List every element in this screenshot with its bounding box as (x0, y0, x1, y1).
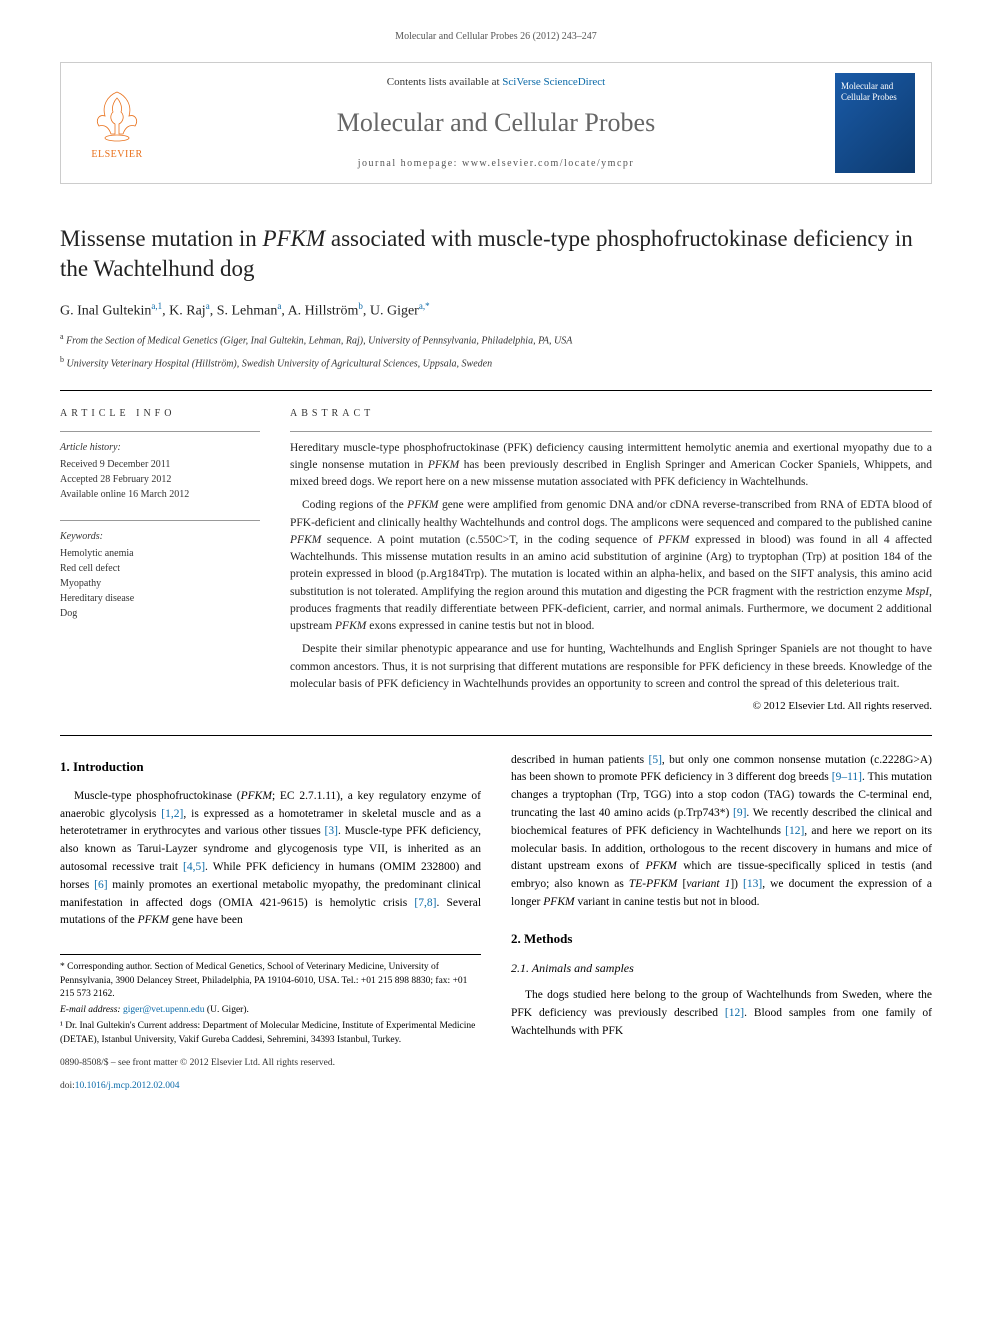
info-abstract-row: ARTICLE INFO Article history: Received 9… (60, 407, 932, 715)
abstract-copyright: © 2012 Elsevier Ltd. All rights reserved… (290, 699, 932, 714)
footer-copyright: 0890-8508/$ – see front matter © 2012 El… (60, 1057, 481, 1070)
title-pre: Missense mutation in (60, 226, 263, 251)
footer-doi: doi:10.1016/j.mcp.2012.02.004 (60, 1080, 481, 1093)
footnotes: * Corresponding author. Section of Medic… (60, 954, 481, 1047)
keyword-0: Hemolytic anemia (60, 546, 260, 561)
journal-homepage-line: journal homepage: www.elsevier.com/locat… (157, 157, 835, 171)
email-link[interactable]: giger@vet.upenn.edu (123, 1005, 205, 1015)
methods-para: The dogs studied here belong to the grou… (511, 987, 932, 1040)
doi-link[interactable]: 10.1016/j.mcp.2012.02.004 (75, 1081, 180, 1091)
footnote-1: ¹ Dr. Inal Gultekin's Current address: D… (60, 1020, 481, 1047)
masthead-center: Contents lists available at SciVerse Sci… (157, 75, 835, 171)
col2-continuation-para: described in human patients [5], but onl… (511, 752, 932, 912)
body-col-right: described in human patients [5], but onl… (511, 752, 932, 1094)
abstract-rule (290, 431, 932, 432)
email-line: E-mail address: giger@vet.upenn.edu (U. … (60, 1004, 481, 1017)
history-header: Article history: (60, 440, 260, 455)
journal-name: Molecular and Cellular Probes (157, 105, 835, 141)
cover-title: Molecular and Cellular Probes (841, 81, 909, 103)
keyword-2: Myopathy (60, 576, 260, 591)
homepage-url[interactable]: www.elsevier.com/locate/ymcpr (462, 158, 634, 169)
info-rule-2 (60, 520, 260, 521)
intro-para: Muscle-type phosphofructokinase (PFKM; E… (60, 788, 481, 931)
keywords-block: Keywords: Hemolytic anemia Red cell defe… (60, 529, 260, 621)
abstract-label: ABSTRACT (290, 407, 932, 421)
intro-heading: 1. Introduction (60, 758, 481, 776)
article-info-label: ARTICLE INFO (60, 407, 260, 421)
info-rule (60, 431, 260, 432)
abstract-p2: Coding regions of the PFKM gene were amp… (290, 497, 932, 635)
methods-subheading: 2.1. Animals and samples (511, 960, 932, 977)
body-columns: 1. Introduction Muscle-type phosphofruct… (60, 752, 932, 1094)
doi-label: doi: (60, 1081, 75, 1091)
methods-heading: 2. Methods (511, 930, 932, 948)
keyword-3: Hereditary disease (60, 591, 260, 606)
rule-bottom (60, 735, 932, 736)
article-title: Missense mutation in PFKM associated wit… (60, 224, 932, 284)
body-col-left: 1. Introduction Muscle-type phosphofruct… (60, 752, 481, 1094)
contents-prefix: Contents lists available at (387, 76, 502, 88)
homepage-prefix: journal homepage: (358, 158, 462, 169)
keyword-4: Dog (60, 606, 260, 621)
article-history-block: Article history: Received 9 December 201… (60, 440, 260, 502)
affiliations: a From the Section of Medical Genetics (… (60, 331, 932, 372)
contents-available-line: Contents lists available at SciVerse Sci… (157, 75, 835, 90)
sciencedirect-link[interactable]: SciVerse ScienceDirect (502, 76, 605, 88)
article-info-column: ARTICLE INFO Article history: Received 9… (60, 407, 260, 715)
abstract-text: Hereditary muscle-type phosphofructokina… (290, 440, 932, 694)
publisher-name: ELSEVIER (91, 148, 142, 162)
journal-masthead: ELSEVIER Contents lists available at Sci… (60, 62, 932, 184)
author-list: G. Inal Gultekina,1, K. Raja, S. Lehmana… (60, 300, 932, 321)
header-citation: Molecular and Cellular Probes 26 (2012) … (60, 30, 932, 44)
affiliation-b: b University Veterinary Hospital (Hillst… (60, 354, 932, 371)
history-online: Available online 16 March 2012 (60, 487, 260, 502)
rule-top (60, 390, 932, 391)
email-label: E-mail address: (60, 1005, 123, 1015)
abstract-p3: Despite their similar phenotypic appeara… (290, 641, 932, 693)
publisher-logo-block: ELSEVIER (77, 84, 157, 162)
abstract-column: ABSTRACT Hereditary muscle-type phosphof… (290, 407, 932, 715)
keyword-1: Red cell defect (60, 561, 260, 576)
title-gene: PFKM (263, 226, 326, 251)
keywords-header: Keywords: (60, 529, 260, 544)
abstract-p1: Hereditary muscle-type phosphofructokina… (290, 440, 932, 492)
history-accepted: Accepted 28 February 2012 (60, 472, 260, 487)
affiliation-a: a From the Section of Medical Genetics (… (60, 331, 932, 348)
email-suffix: (U. Giger). (205, 1005, 249, 1015)
journal-cover-thumbnail: Molecular and Cellular Probes (835, 73, 915, 173)
history-received: Received 9 December 2011 (60, 457, 260, 472)
corresponding-author-note: * Corresponding author. Section of Medic… (60, 961, 481, 1001)
elsevier-tree-icon (87, 84, 147, 144)
